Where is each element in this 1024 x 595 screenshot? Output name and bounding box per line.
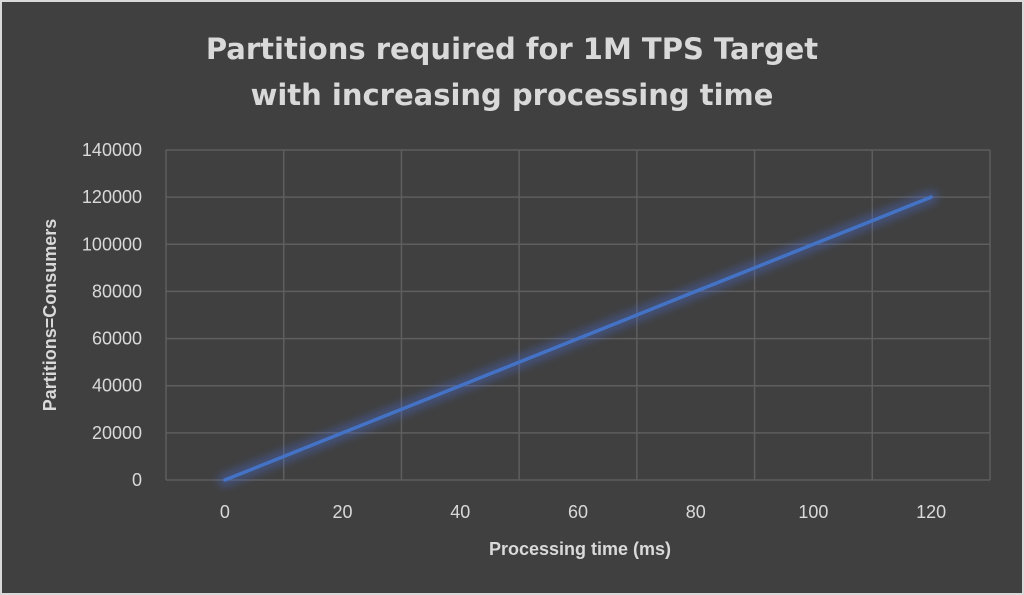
y-tick-label-7: 140000 (82, 140, 142, 160)
y-tick-label-1: 20000 (92, 423, 142, 443)
chart-title: Partitions required for 1M TPS Target wi… (206, 32, 818, 112)
y-axis-ticks: 0 20000 40000 60000 80000 100000 120000 140000 (82, 140, 142, 490)
data-point-0-2 (460, 385, 461, 386)
data-point-0-4 (695, 291, 696, 292)
chart-title-line-1: Partitions required for 1M TPS Target (206, 32, 818, 66)
x-axis-ticks: 0 20 40 60 80 100 120 (220, 502, 946, 522)
x-tick-label-6: 120 (916, 502, 946, 522)
data-point-0-3 (578, 338, 579, 339)
x-tick-label-1: 20 (333, 502, 353, 522)
x-axis-title: Processing time (ms) (489, 539, 671, 559)
data-point-0-6 (931, 197, 932, 198)
data-point-0-1 (342, 432, 343, 433)
data-point-0-0 (224, 480, 225, 481)
chart-title-line-2: with increasing processing time (251, 78, 774, 112)
y-tick-label-0: 0 (132, 470, 142, 490)
series-line-0 (223, 195, 933, 482)
x-tick-label-0: 0 (220, 502, 230, 522)
y-tick-label-6: 120000 (82, 187, 142, 207)
y-tick-label-2: 40000 (92, 376, 142, 396)
y-tick-label-3: 60000 (92, 329, 142, 349)
x-tick-label-4: 80 (686, 502, 706, 522)
y-tick-label-4: 80000 (92, 281, 142, 301)
gridlines (165, 149, 991, 481)
series-group (217, 190, 939, 487)
x-tick-label-5: 100 (798, 502, 828, 522)
x-tick-label-3: 60 (568, 502, 588, 522)
y-tick-label-5: 100000 (82, 234, 142, 254)
y-axis-title: Partitions=Consumers (40, 219, 60, 412)
x-tick-label-2: 40 (450, 502, 470, 522)
data-point-0-5 (813, 244, 814, 245)
